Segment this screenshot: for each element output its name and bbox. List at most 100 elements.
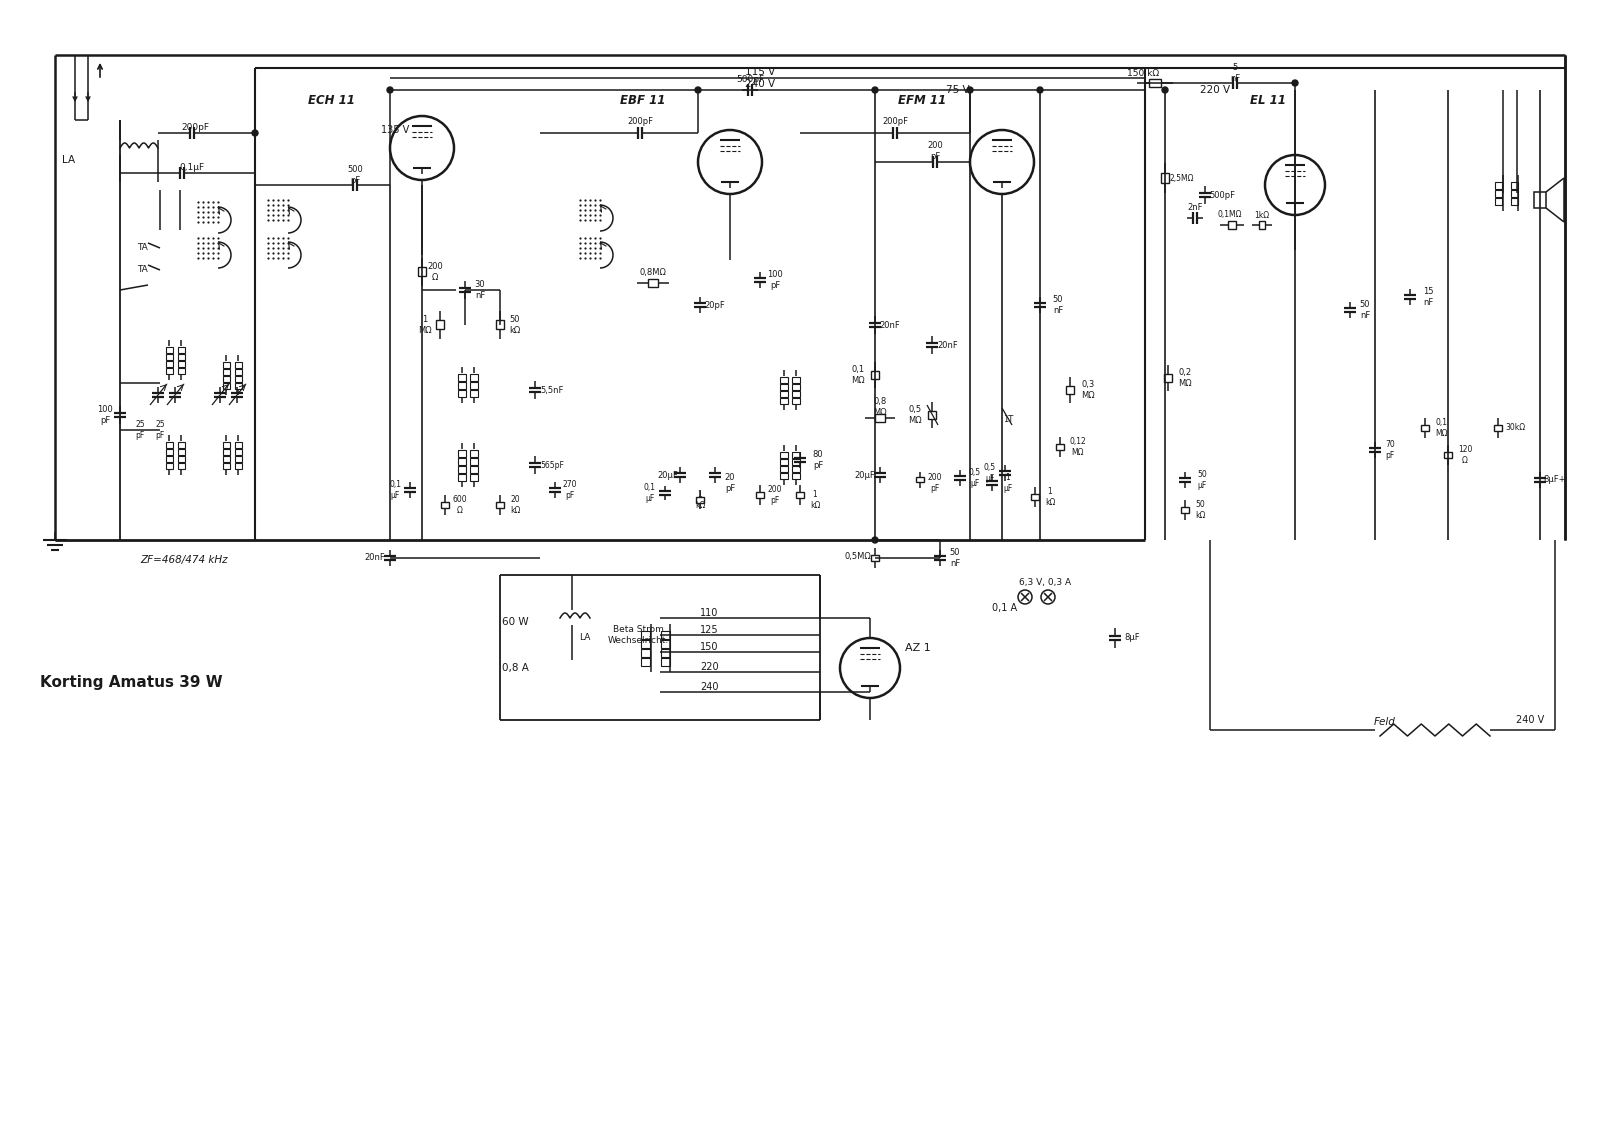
Text: 50
nF: 50 nF: [1053, 295, 1064, 315]
Bar: [1056, 444, 1064, 451]
Text: 135 V: 135 V: [381, 125, 410, 135]
Bar: [797, 492, 805, 498]
Bar: [792, 466, 800, 472]
Bar: [235, 449, 242, 455]
Text: 50
nF: 50 nF: [950, 548, 960, 568]
Text: 200
Ω: 200 Ω: [427, 263, 443, 282]
Bar: [757, 492, 765, 498]
Text: 240: 240: [701, 681, 718, 692]
Text: 50
nF: 50 nF: [1360, 300, 1370, 319]
Bar: [178, 456, 186, 462]
Bar: [781, 391, 787, 397]
Text: EL 11: EL 11: [1250, 94, 1286, 106]
Circle shape: [872, 537, 878, 543]
Bar: [781, 377, 787, 383]
Bar: [1181, 507, 1189, 513]
Text: 0,12
MΩ: 0,12 MΩ: [1070, 437, 1086, 456]
Text: 0,3
MΩ: 0,3 MΩ: [1082, 380, 1094, 400]
Bar: [458, 466, 466, 473]
Bar: [470, 391, 478, 397]
Text: Beta Strom
Wechselricht.: Beta Strom Wechselricht.: [608, 625, 669, 645]
Text: 8µF: 8µF: [1125, 634, 1139, 643]
Bar: [870, 555, 878, 561]
Bar: [166, 361, 173, 367]
Bar: [458, 381, 466, 389]
Text: 270
pF: 270 pF: [563, 480, 578, 499]
Bar: [792, 377, 800, 383]
Text: 110: 110: [701, 608, 718, 618]
Text: 200pF: 200pF: [627, 118, 653, 127]
Text: 200pF: 200pF: [181, 122, 210, 131]
Bar: [235, 383, 242, 389]
Text: 200pF: 200pF: [882, 118, 909, 127]
Text: 5
nF: 5 nF: [1230, 63, 1240, 83]
Bar: [222, 463, 230, 469]
Text: 50
µF: 50 µF: [1197, 470, 1206, 490]
Bar: [915, 477, 925, 482]
Text: 25
pF: 25 pF: [155, 420, 165, 439]
Bar: [235, 441, 242, 448]
Text: 50
kΩ: 50 kΩ: [1195, 500, 1205, 520]
Bar: [178, 354, 186, 360]
Bar: [222, 449, 230, 455]
Bar: [496, 320, 504, 329]
Text: 30kΩ: 30kΩ: [1506, 423, 1525, 432]
Bar: [1229, 221, 1235, 229]
Bar: [166, 368, 173, 374]
Bar: [1494, 190, 1502, 197]
Text: 565pF: 565pF: [541, 461, 563, 470]
Text: 5,5nF: 5,5nF: [541, 386, 563, 394]
Text: 8µF+: 8µF+: [1544, 475, 1566, 484]
Bar: [178, 348, 186, 353]
Text: EFM 11: EFM 11: [898, 94, 946, 106]
Bar: [696, 497, 704, 503]
Circle shape: [1162, 87, 1168, 93]
Bar: [781, 384, 787, 391]
Bar: [435, 320, 445, 329]
Text: 2nF: 2nF: [1187, 204, 1203, 213]
Text: 220: 220: [701, 662, 718, 672]
Bar: [1066, 386, 1074, 394]
Text: 6,3 V, 0,3 A: 6,3 V, 0,3 A: [1019, 577, 1070, 586]
Text: 1
µF: 1 µF: [1003, 473, 1013, 492]
Text: 15
nF: 15 nF: [1422, 288, 1434, 307]
Bar: [875, 414, 885, 422]
Bar: [235, 369, 242, 375]
Text: 1T: 1T: [1003, 415, 1013, 424]
Text: 20nF: 20nF: [880, 320, 901, 329]
Bar: [470, 451, 478, 457]
Bar: [642, 640, 650, 648]
Bar: [642, 658, 650, 666]
Bar: [642, 649, 650, 657]
Text: 1
kΩ: 1 kΩ: [1045, 487, 1054, 507]
Text: 150: 150: [701, 642, 718, 652]
Bar: [1510, 198, 1518, 205]
Bar: [166, 449, 173, 455]
Bar: [166, 456, 173, 462]
Bar: [1259, 221, 1266, 229]
Bar: [928, 411, 936, 419]
Text: 1kΩ: 1kΩ: [1254, 211, 1269, 220]
Text: 70
pF: 70 pF: [1386, 440, 1395, 460]
Bar: [166, 463, 173, 469]
Bar: [178, 463, 186, 469]
Bar: [870, 371, 878, 379]
Text: ZF=468/474 kHz: ZF=468/474 kHz: [141, 555, 227, 565]
Bar: [178, 361, 186, 367]
Bar: [781, 473, 787, 479]
Text: 0,1µF: 0,1µF: [179, 163, 205, 172]
Bar: [781, 452, 787, 458]
Text: 20µF: 20µF: [658, 471, 678, 480]
Text: TA: TA: [138, 266, 147, 274]
Text: EBF 11: EBF 11: [621, 94, 666, 106]
Text: 100
pF: 100 pF: [98, 405, 114, 424]
Bar: [458, 391, 466, 397]
Bar: [781, 458, 787, 465]
Text: 1
MΩ: 1 MΩ: [418, 316, 432, 335]
Bar: [222, 376, 230, 381]
Text: 0,5MΩ: 0,5MΩ: [845, 552, 872, 561]
Bar: [1494, 182, 1502, 189]
Text: 80
pF: 80 pF: [813, 451, 824, 470]
Text: 20
kΩ: 20 kΩ: [510, 496, 520, 515]
Bar: [661, 658, 670, 666]
